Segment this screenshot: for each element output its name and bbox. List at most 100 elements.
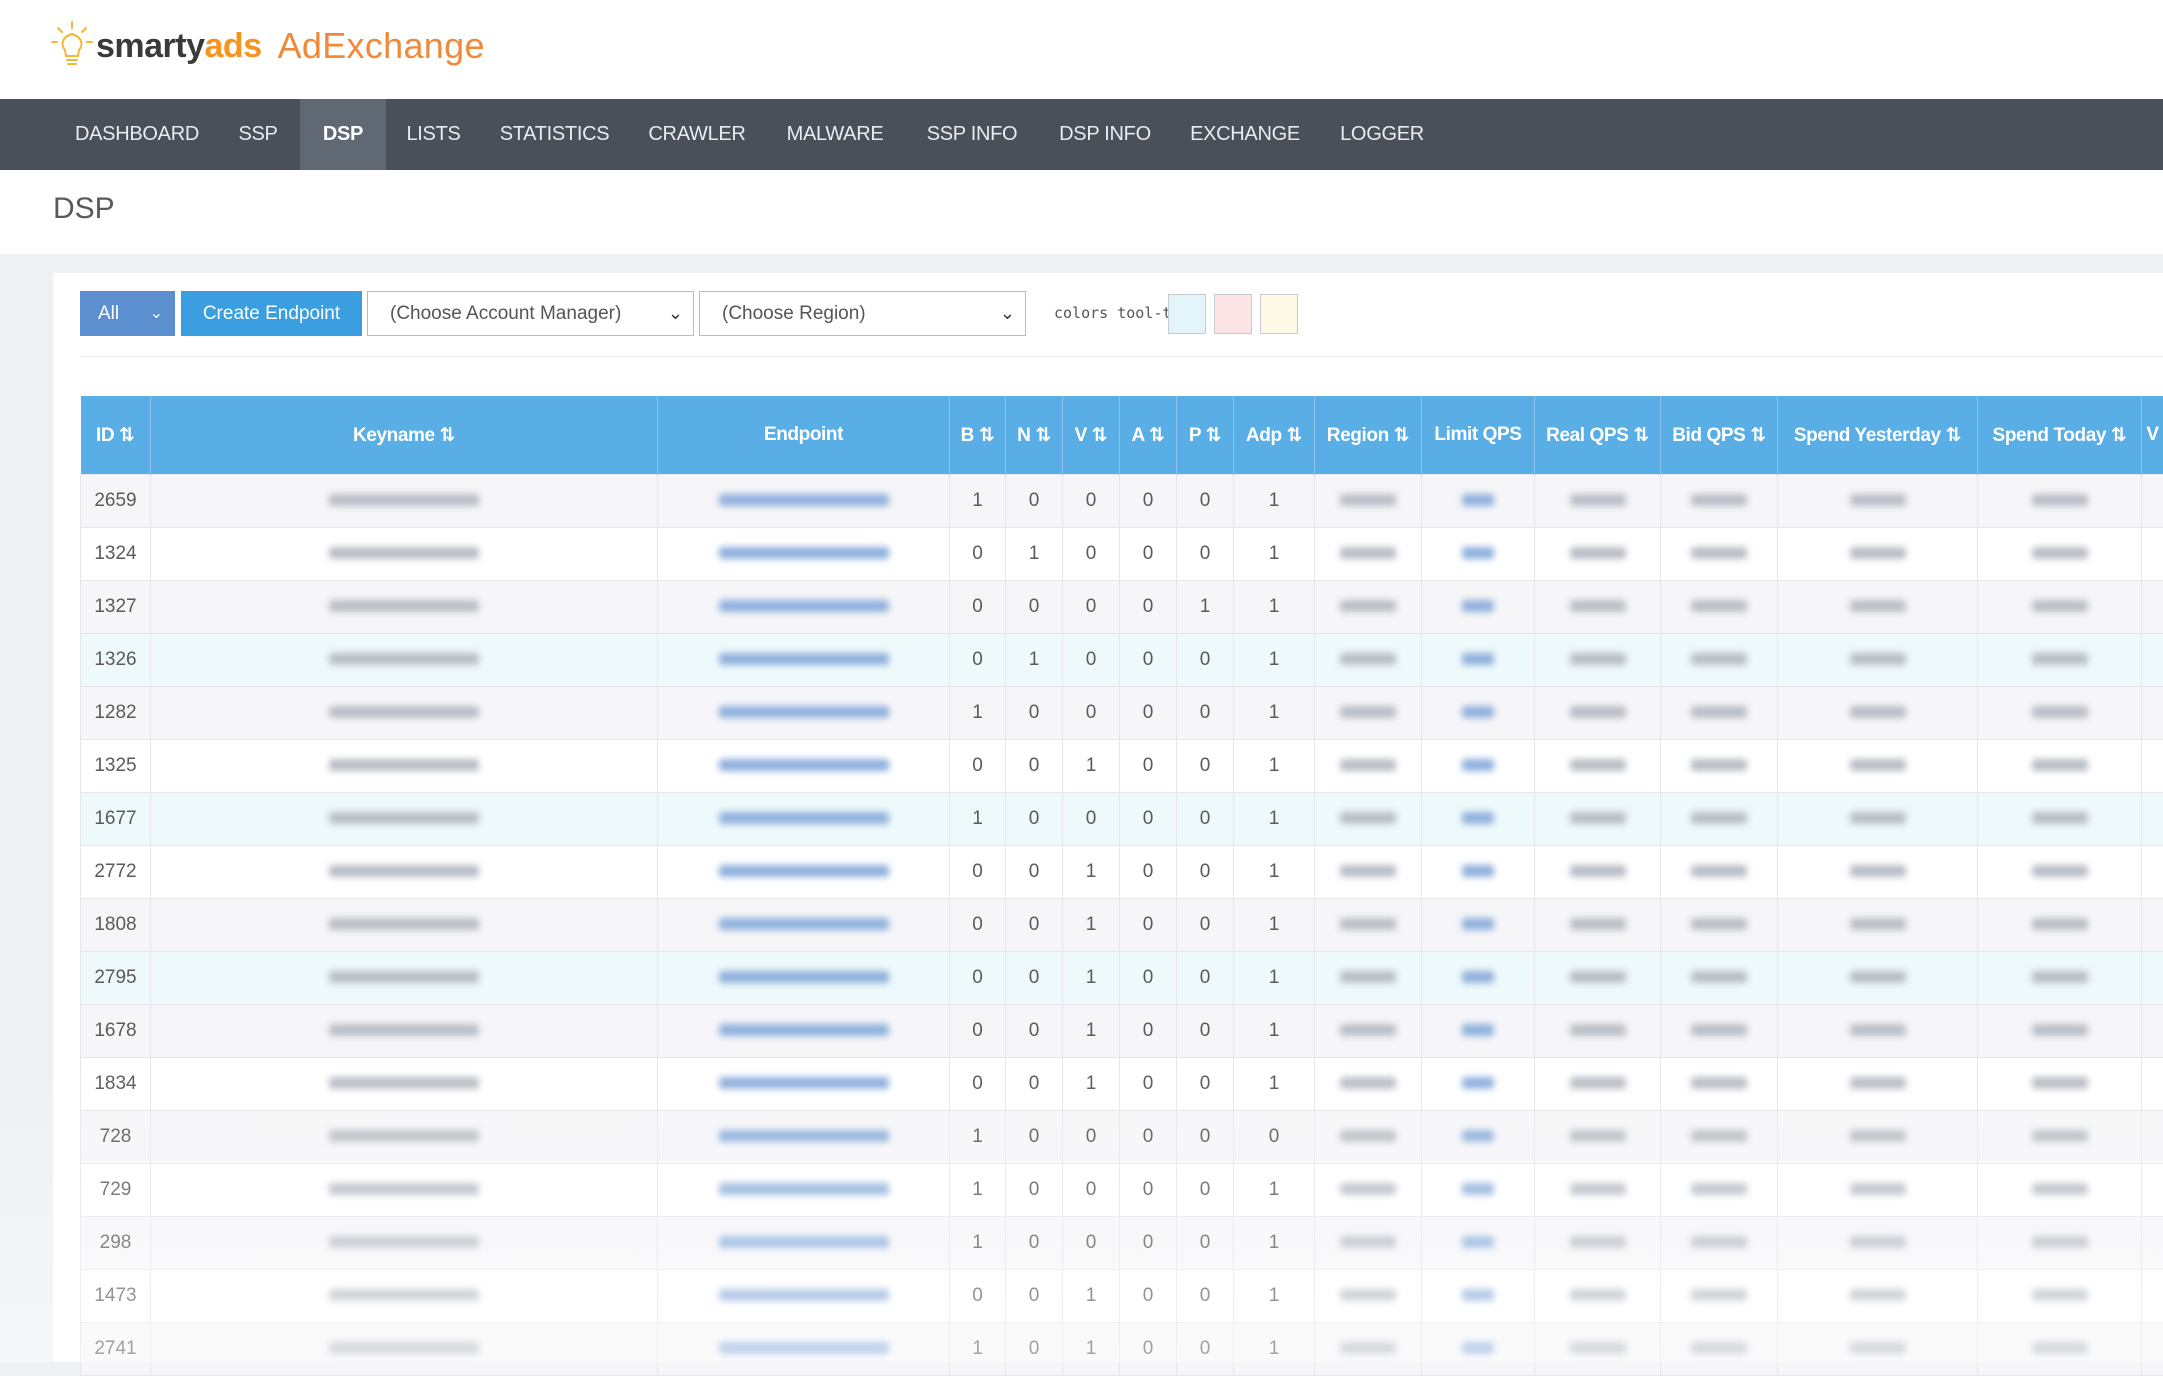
redacted-value[interactable] <box>1462 1342 1494 1354</box>
color-swatch-blue[interactable] <box>1168 294 1206 334</box>
col-spend-yesterday[interactable]: Spend Yesterday ⇅ <box>1778 396 1978 475</box>
nav-dsp[interactable]: DSP <box>300 99 386 170</box>
nav-lists[interactable]: LISTS <box>400 99 467 170</box>
redacted-value[interactable] <box>719 1236 889 1248</box>
nav-ssp-info[interactable]: SSP INFO <box>922 99 1022 170</box>
redacted-value[interactable] <box>719 812 889 824</box>
cell-endpoint-link[interactable] <box>658 475 950 528</box>
cell-limit-qps-link[interactable] <box>1422 1217 1535 1270</box>
redacted-value[interactable] <box>719 865 889 877</box>
cell-limit-qps-link[interactable] <box>1422 634 1535 687</box>
cell-limit-qps-link[interactable] <box>1422 740 1535 793</box>
nav-crawler[interactable]: CRAWLER <box>645 99 749 170</box>
col-id[interactable]: ID ⇅ <box>81 396 151 475</box>
redacted-value[interactable] <box>1462 865 1494 877</box>
brand-logo[interactable]: smartyads AdExchange <box>50 20 485 72</box>
nav-dashboard[interactable]: DASHBOARD <box>60 99 214 170</box>
cell-limit-qps-link[interactable] <box>1422 528 1535 581</box>
redacted-value[interactable] <box>1462 759 1494 771</box>
cell-limit-qps-link[interactable] <box>1422 581 1535 634</box>
cell-limit-qps-link[interactable] <box>1422 1323 1535 1376</box>
cell-endpoint-link[interactable] <box>658 952 950 1005</box>
cell-endpoint-link[interactable] <box>658 1058 950 1111</box>
redacted-value[interactable] <box>1462 1130 1494 1142</box>
redacted-value[interactable] <box>719 1077 889 1089</box>
col-v[interactable]: V ⇅ <box>1063 396 1120 475</box>
cell-limit-qps-link[interactable] <box>1422 687 1535 740</box>
cell-endpoint-link[interactable] <box>658 1111 950 1164</box>
cell-endpoint-link[interactable] <box>658 1323 950 1376</box>
cell-limit-qps-link[interactable] <box>1422 1005 1535 1058</box>
redacted-value[interactable] <box>1462 706 1494 718</box>
redacted-value[interactable] <box>719 759 889 771</box>
col-bid-qps[interactable]: Bid QPS ⇅ <box>1661 396 1778 475</box>
col-n[interactable]: N ⇅ <box>1006 396 1063 475</box>
nav-dsp-info[interactable]: DSP INFO <box>1056 99 1154 170</box>
col-p[interactable]: P ⇅ <box>1177 396 1234 475</box>
cell-limit-qps-link[interactable] <box>1422 899 1535 952</box>
redacted-value[interactable] <box>719 494 889 506</box>
cell-limit-qps-link[interactable] <box>1422 846 1535 899</box>
create-endpoint-button[interactable]: Create Endpoint <box>181 291 362 336</box>
redacted-value[interactable] <box>1462 1024 1494 1036</box>
cell-endpoint-link[interactable] <box>658 793 950 846</box>
cell-endpoint-link[interactable] <box>658 899 950 952</box>
redacted-value[interactable] <box>1462 600 1494 612</box>
redacted-value[interactable] <box>1462 918 1494 930</box>
redacted-value[interactable] <box>719 653 889 665</box>
cell-limit-qps-link[interactable] <box>1422 1111 1535 1164</box>
cell-endpoint-link[interactable] <box>658 1217 950 1270</box>
redacted-value[interactable] <box>719 918 889 930</box>
nav-ssp[interactable]: SSP <box>228 99 288 170</box>
redacted-value[interactable] <box>719 706 889 718</box>
redacted-value[interactable] <box>1462 1077 1494 1089</box>
cell-endpoint-link[interactable] <box>658 634 950 687</box>
redacted-value[interactable] <box>1462 494 1494 506</box>
color-swatch-yellow[interactable] <box>1260 294 1298 334</box>
cell-limit-qps-link[interactable] <box>1422 793 1535 846</box>
col-a[interactable]: A ⇅ <box>1120 396 1177 475</box>
cell-limit-qps-link[interactable] <box>1422 1270 1535 1323</box>
redacted-value[interactable] <box>719 1024 889 1036</box>
cell-endpoint-link[interactable] <box>658 687 950 740</box>
redacted-value[interactable] <box>719 1130 889 1142</box>
cell-endpoint-link[interactable] <box>658 740 950 793</box>
cell-limit-qps-link[interactable] <box>1422 952 1535 1005</box>
cell-limit-qps-link[interactable] <box>1422 1058 1535 1111</box>
cell-endpoint-link[interactable] <box>658 1005 950 1058</box>
cell-endpoint-link[interactable] <box>658 1164 950 1217</box>
redacted-value[interactable] <box>1462 1236 1494 1248</box>
redacted-value[interactable] <box>719 1289 889 1301</box>
col-keyname[interactable]: Keyname ⇅ <box>151 396 658 475</box>
col-spend-today[interactable]: Spend Today ⇅ <box>1978 396 2142 475</box>
col-adp[interactable]: Adp ⇅ <box>1234 396 1315 475</box>
redacted-value[interactable] <box>1462 653 1494 665</box>
nav-statistics[interactable]: STATISTICS <box>497 99 612 170</box>
cell-limit-qps-link[interactable] <box>1422 475 1535 528</box>
redacted-value[interactable] <box>719 971 889 983</box>
cell-endpoint-link[interactable] <box>658 846 950 899</box>
redacted-value[interactable] <box>719 547 889 559</box>
nav-logger[interactable]: LOGGER <box>1334 99 1430 170</box>
redacted-value[interactable] <box>719 600 889 612</box>
filter-dropdown[interactable]: All ⌄ <box>80 291 175 336</box>
nav-exchange[interactable]: EXCHANGE <box>1189 99 1301 170</box>
account-manager-select[interactable]: (Choose Account Manager) ⌄ <box>367 291 694 336</box>
cell-endpoint-link[interactable] <box>658 1270 950 1323</box>
redacted-value[interactable] <box>1462 971 1494 983</box>
region-select[interactable]: (Choose Region) ⌄ <box>699 291 1026 336</box>
cell-endpoint-link[interactable] <box>658 581 950 634</box>
